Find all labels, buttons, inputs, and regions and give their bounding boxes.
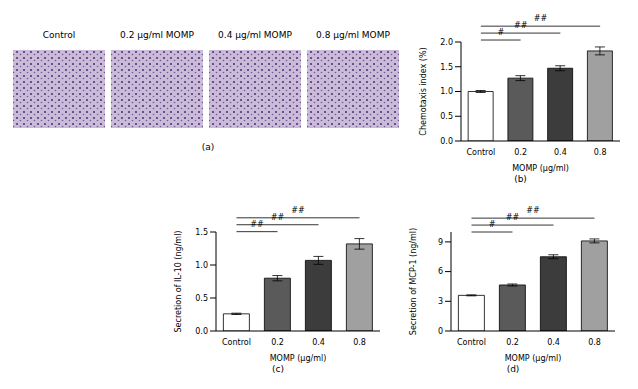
svg-text:0.0: 0.0 [195,327,208,336]
svg-text:0: 0 [438,327,443,336]
svg-text:9: 9 [438,238,443,247]
svg-text:Control: Control [466,148,495,157]
svg-text:2.0: 2.0 [440,38,453,47]
svg-text:MOMP (μg/ml): MOMP (μg/ml) [505,354,562,363]
svg-text:##: ## [291,206,305,215]
svg-text:(a): (a) [202,142,215,152]
svg-text:0.8: 0.8 [594,148,607,157]
svg-text:6: 6 [438,267,443,276]
html-text:(b): (b) [514,174,527,184]
svg-text:##: ## [514,21,528,30]
svg-text:Control: Control [43,30,76,40]
svg-text:0.2: 0.2 [514,148,527,157]
svg-text:Secretion of IL-10 (ng/ml): Secretion of IL-10 (ng/ml) [174,231,183,333]
svg-text:1.0: 1.0 [440,87,453,96]
svg-text:Secretion of MCP-1 (ng/ml): Secretion of MCP-1 (ng/ml) [409,228,418,335]
svg-text:0.8: 0.8 [588,338,601,347]
svg-text:0.4: 0.4 [312,338,325,347]
svg-text:##: ## [534,14,548,23]
svg-text:Control: Control [222,338,251,347]
svg-text:Chemotaxis index (%): Chemotaxis index (%) [419,47,428,135]
svg-text:0.4: 0.4 [554,148,567,157]
svg-text:1.5: 1.5 [440,63,453,72]
svg-text:##: ## [506,213,520,222]
svg-text:0.2: 0.2 [271,338,284,347]
svg-text:0.8: 0.8 [353,338,366,347]
svg-text:##: ## [250,220,264,229]
svg-text:0.5: 0.5 [195,294,208,303]
svg-text:#: # [497,28,504,37]
html-text:(c): (c) [272,364,284,374]
svg-text:MOMP (μg/ml): MOMP (μg/ml) [270,354,327,363]
svg-text:1.0: 1.0 [195,261,208,270]
svg-text:0.2: 0.2 [506,338,519,347]
svg-text:Control: Control [457,338,486,347]
svg-text:0.4: 0.4 [547,338,560,347]
svg-text:##: ## [271,213,285,222]
svg-text:0.4 μg/ml MOMP: 0.4 μg/ml MOMP [218,30,292,40]
html-text:(d): (d) [506,364,520,374]
svg-text:#: # [489,220,496,229]
svg-text:0.0: 0.0 [440,137,453,146]
svg-text:0.5: 0.5 [440,112,453,121]
svg-text:0.2 μg/ml MOMP: 0.2 μg/ml MOMP [120,30,194,40]
svg-text:1.5: 1.5 [195,228,208,237]
svg-text:##: ## [526,206,540,215]
svg-text:MOMP (μg/ml): MOMP (μg/ml) [512,164,569,173]
svg-text:0.8 μg/ml MOMP: 0.8 μg/ml MOMP [316,30,390,40]
svg-text:3: 3 [438,297,443,306]
